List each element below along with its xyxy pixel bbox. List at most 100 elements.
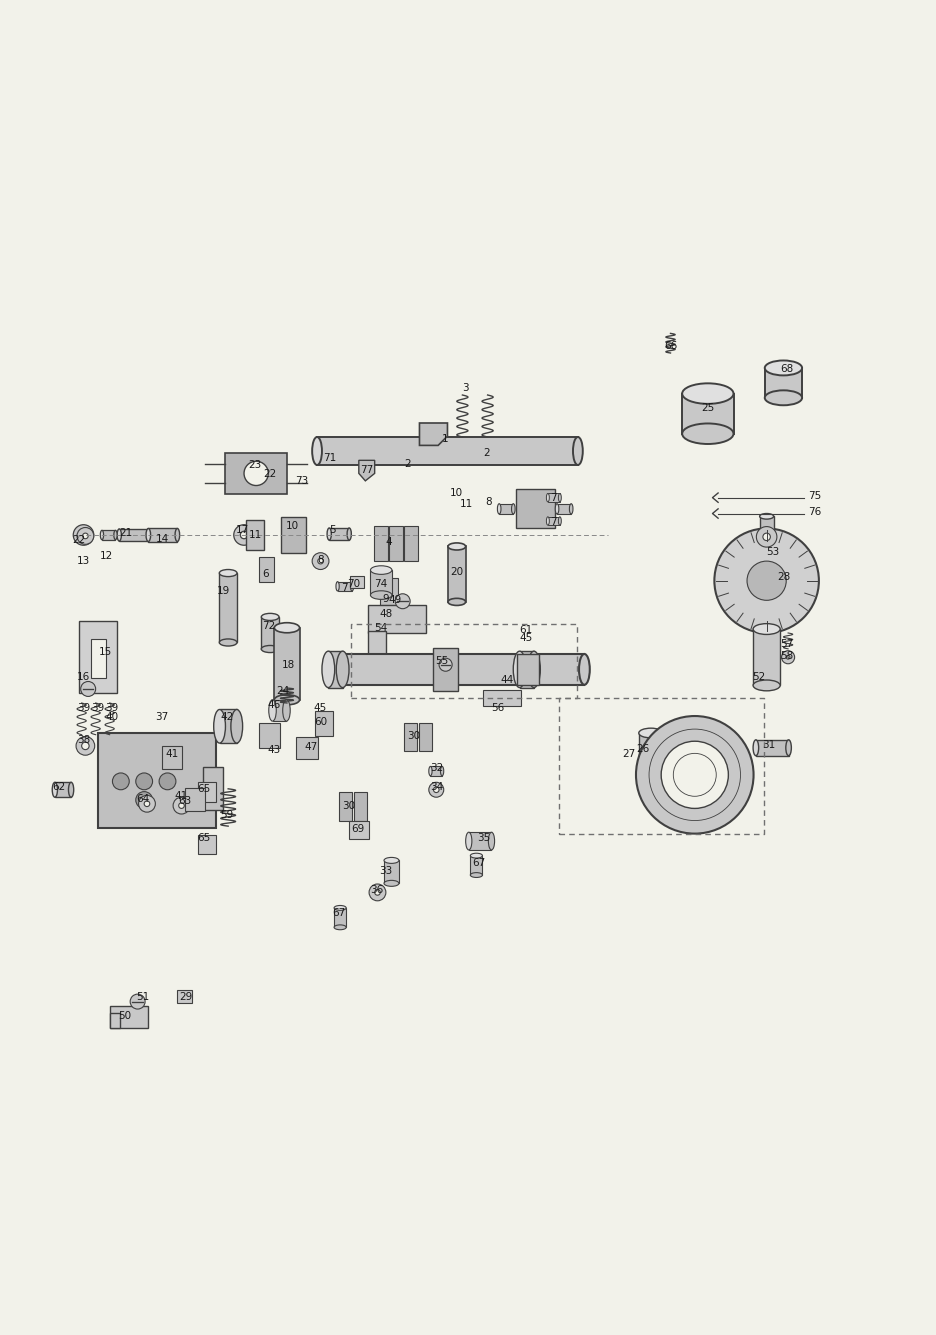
- Ellipse shape: [231, 709, 242, 744]
- Text: 40: 40: [105, 712, 118, 722]
- Text: 29: 29: [180, 992, 193, 1003]
- Bar: [469, 832, 491, 850]
- Text: 67: 67: [332, 908, 345, 918]
- Circle shape: [173, 797, 190, 814]
- Text: 6: 6: [262, 569, 269, 579]
- Bar: [274, 627, 300, 700]
- Text: 25: 25: [701, 403, 714, 413]
- Text: 44: 44: [501, 674, 514, 685]
- Text: 50: 50: [118, 1011, 131, 1020]
- Bar: [349, 821, 369, 840]
- Circle shape: [80, 531, 87, 539]
- Bar: [334, 908, 346, 928]
- Ellipse shape: [52, 782, 57, 797]
- Ellipse shape: [528, 651, 540, 688]
- Ellipse shape: [470, 853, 482, 858]
- Text: 71: 71: [323, 454, 337, 463]
- Text: 55: 55: [435, 655, 448, 666]
- Text: 18: 18: [282, 659, 296, 670]
- Ellipse shape: [283, 700, 290, 721]
- Ellipse shape: [371, 566, 392, 574]
- Text: 60: 60: [314, 717, 327, 726]
- Ellipse shape: [274, 694, 300, 705]
- Text: 58: 58: [781, 651, 794, 661]
- Circle shape: [661, 741, 728, 809]
- Text: 61: 61: [519, 625, 533, 635]
- Text: 31: 31: [762, 740, 775, 750]
- Bar: [297, 737, 317, 760]
- Bar: [220, 709, 237, 744]
- Text: 57: 57: [781, 639, 794, 649]
- Text: 36: 36: [370, 885, 383, 894]
- Text: 75: 75: [809, 491, 822, 501]
- Bar: [314, 712, 332, 736]
- Text: 39: 39: [91, 702, 104, 713]
- Text: 64: 64: [137, 794, 150, 804]
- Text: 68: 68: [781, 364, 794, 374]
- Bar: [272, 700, 286, 721]
- Ellipse shape: [682, 383, 734, 405]
- Ellipse shape: [117, 529, 122, 541]
- Circle shape: [369, 884, 386, 901]
- Circle shape: [636, 716, 753, 833]
- Polygon shape: [419, 423, 447, 446]
- Ellipse shape: [638, 728, 663, 738]
- Text: 41: 41: [166, 749, 179, 760]
- Ellipse shape: [334, 905, 346, 910]
- Circle shape: [312, 553, 329, 570]
- Text: 14: 14: [156, 534, 169, 543]
- Text: 2: 2: [483, 447, 490, 458]
- Ellipse shape: [547, 494, 549, 502]
- Ellipse shape: [327, 527, 331, 541]
- Text: 76: 76: [809, 507, 822, 517]
- Ellipse shape: [384, 857, 399, 864]
- Text: 47: 47: [304, 742, 318, 752]
- Text: 8: 8: [485, 498, 491, 507]
- Circle shape: [77, 527, 94, 545]
- Ellipse shape: [100, 530, 104, 539]
- Bar: [638, 733, 663, 776]
- Ellipse shape: [334, 925, 346, 929]
- Circle shape: [317, 558, 323, 563]
- Text: 35: 35: [477, 833, 490, 844]
- Bar: [519, 651, 534, 688]
- Bar: [177, 991, 192, 1003]
- Text: 9: 9: [383, 594, 389, 605]
- Bar: [548, 494, 560, 502]
- Bar: [259, 724, 281, 748]
- Ellipse shape: [371, 591, 392, 599]
- Bar: [403, 722, 417, 752]
- Text: 56: 56: [491, 702, 505, 713]
- Text: 26: 26: [636, 744, 650, 754]
- Bar: [371, 570, 392, 595]
- Text: 11: 11: [460, 499, 473, 509]
- Text: 7: 7: [342, 583, 348, 593]
- Bar: [226, 453, 287, 494]
- Text: 3: 3: [461, 383, 469, 392]
- Bar: [388, 526, 402, 561]
- Ellipse shape: [448, 598, 466, 606]
- Circle shape: [241, 531, 248, 539]
- Text: 66: 66: [664, 342, 677, 351]
- Circle shape: [433, 786, 439, 793]
- Bar: [756, 740, 789, 756]
- Ellipse shape: [68, 782, 74, 797]
- Bar: [431, 766, 442, 776]
- Text: 38: 38: [77, 736, 90, 745]
- Bar: [548, 517, 560, 525]
- Ellipse shape: [559, 494, 562, 502]
- Text: 22: 22: [72, 534, 85, 545]
- Bar: [219, 573, 237, 642]
- Bar: [380, 578, 398, 605]
- Ellipse shape: [638, 770, 663, 781]
- Ellipse shape: [489, 832, 494, 850]
- Bar: [102, 530, 115, 539]
- Bar: [368, 605, 426, 633]
- Ellipse shape: [470, 873, 482, 877]
- Text: 39: 39: [77, 702, 90, 713]
- Bar: [354, 792, 367, 821]
- Bar: [91, 638, 106, 678]
- Bar: [682, 394, 734, 434]
- Ellipse shape: [114, 530, 117, 539]
- Text: 5: 5: [329, 525, 336, 535]
